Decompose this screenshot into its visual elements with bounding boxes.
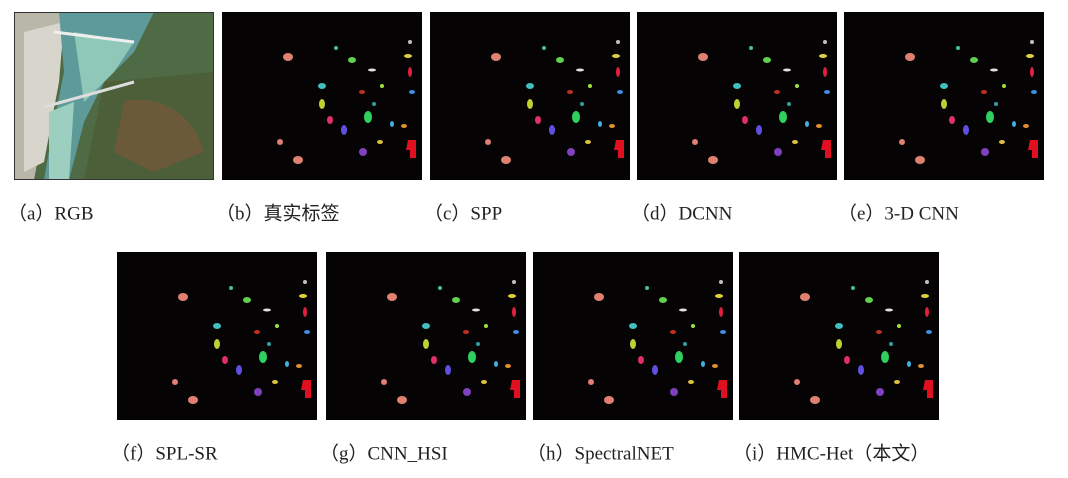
classification-map <box>637 12 837 180</box>
classification-map <box>533 252 733 420</box>
classification-map <box>222 12 422 180</box>
classification-map <box>326 252 526 420</box>
classification-map <box>739 252 939 420</box>
caption: （i）HMC-Het（本文） <box>733 442 929 464</box>
caption: （e）3-D CNN <box>838 202 959 224</box>
classification-map <box>430 12 630 180</box>
caption: （c）SPP <box>424 202 502 224</box>
rgb-image <box>14 12 214 180</box>
caption: （a）RGB <box>8 202 94 224</box>
classification-map <box>117 252 317 420</box>
caption: （h）SpectralNET <box>527 442 674 464</box>
caption: （d）DCNN <box>631 202 733 224</box>
caption: （g）CNN_HSI <box>320 442 448 464</box>
classification-map <box>844 12 1044 180</box>
caption: （b）真实标签 <box>216 202 340 224</box>
caption: （f）SPL-SR <box>111 442 218 464</box>
